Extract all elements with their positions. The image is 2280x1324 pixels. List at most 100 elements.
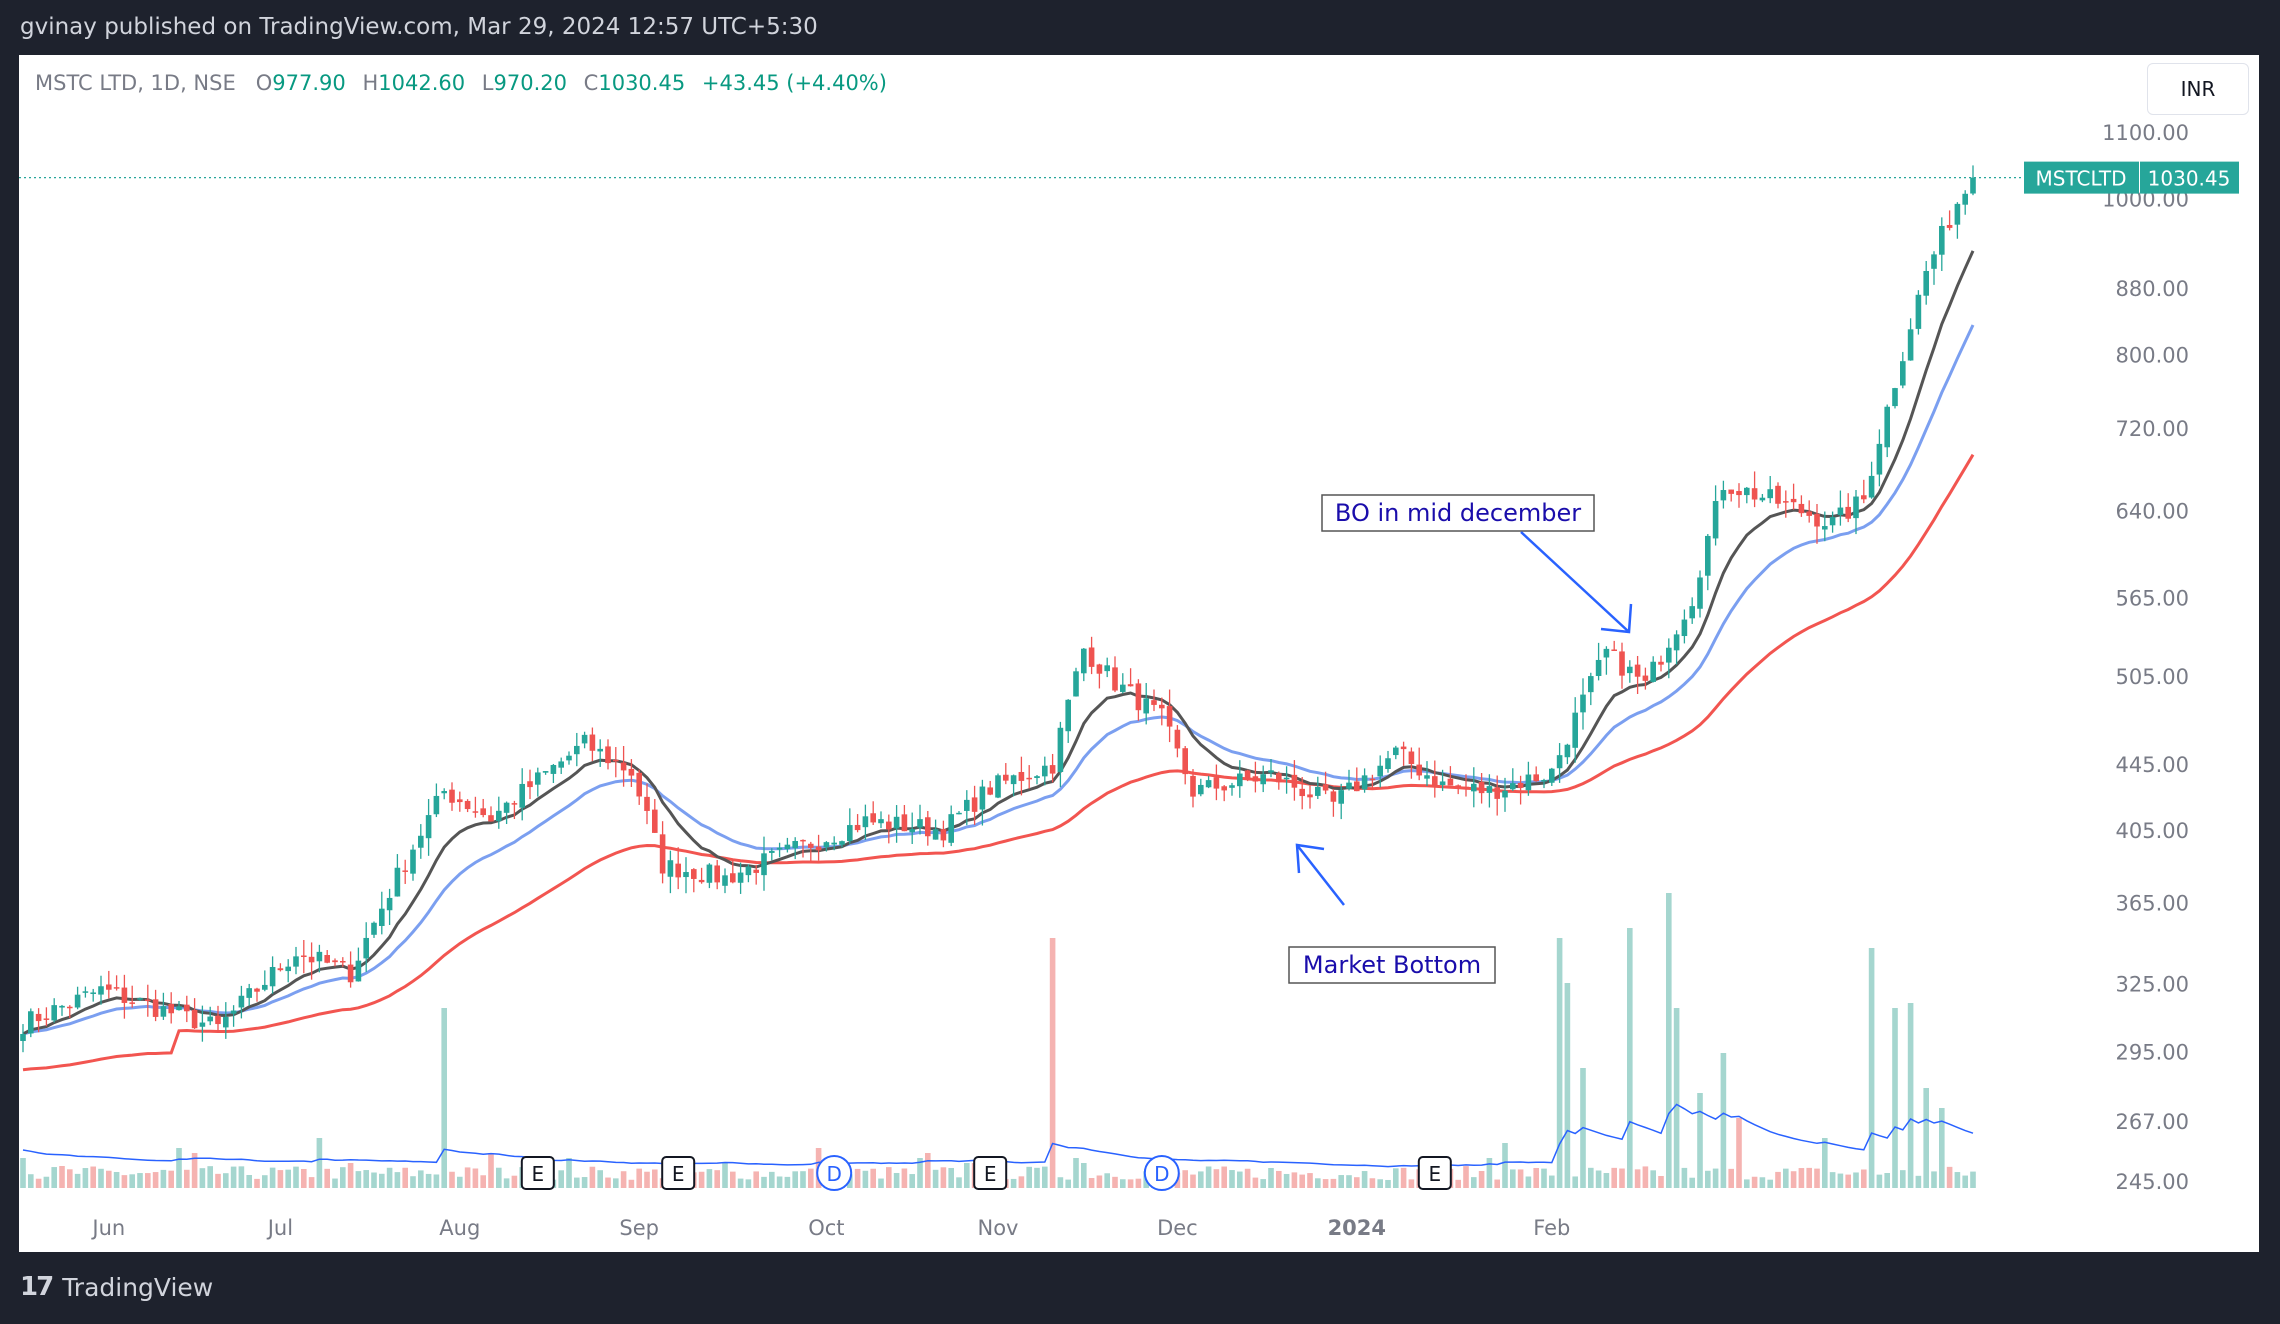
candle-body [160, 1006, 167, 1017]
candle-body [1759, 497, 1766, 501]
volume-bar [862, 1170, 869, 1188]
candle-body [1237, 773, 1243, 787]
candle-body [277, 968, 284, 971]
candle-body [839, 841, 845, 845]
volume-bar [1408, 1179, 1415, 1188]
candle-body [1205, 780, 1212, 788]
volume-bar [176, 1148, 182, 1188]
moving-average-mid-line [22, 324, 1975, 1036]
volume-bar [1962, 1175, 1968, 1188]
volume-bar [379, 1173, 385, 1188]
candle-body [67, 1006, 73, 1009]
volume-bar [940, 1167, 947, 1188]
volume-bar [1276, 1170, 1282, 1188]
candle-body [176, 1006, 182, 1011]
volume-bar [316, 1138, 323, 1188]
price-axis-label-6: 565.00 [2116, 586, 2189, 610]
candle-body [1549, 768, 1555, 783]
volume-bar [1603, 1173, 1610, 1188]
volume-bar [1315, 1178, 1321, 1188]
candle-body [35, 1013, 42, 1022]
candle-body [1120, 684, 1126, 692]
candle-body [1354, 781, 1360, 792]
candle-body [964, 799, 970, 811]
volume-bar [1705, 1170, 1711, 1188]
event-marker-label: E [984, 1162, 997, 1186]
volume-bar [1829, 1172, 1836, 1188]
candle-body [730, 873, 736, 883]
candle-body [683, 872, 689, 878]
volume-bar [1010, 1178, 1017, 1188]
candle-body [425, 815, 432, 839]
price-axis-label-0: 1100.00 [2102, 121, 2189, 145]
candle-body [1822, 526, 1828, 530]
volume-bar [371, 1172, 377, 1188]
candle-body [862, 816, 869, 828]
price-axis-label-14: 245.00 [2116, 1170, 2189, 1194]
candle-body [574, 745, 580, 755]
volume-bar [184, 1169, 190, 1188]
candle-body [1416, 764, 1422, 776]
candle-body [1283, 777, 1290, 780]
volume-bar [808, 1168, 814, 1188]
volume-bar [706, 1169, 713, 1188]
candle-body [1736, 491, 1742, 496]
volume-bar [1463, 1166, 1469, 1188]
volume-bar [425, 1173, 432, 1188]
tradingview-logo-icon: 17 [20, 1272, 54, 1302]
footer-brand: TradingView [62, 1272, 214, 1302]
currency-button[interactable]: INR [2147, 63, 2249, 115]
candle-body [698, 879, 705, 883]
candle-body [1190, 775, 1196, 797]
chart-panel[interactable]: 1100.00 1000.00 880.00 800.00 720.00 640.00 56… [19, 55, 2259, 1252]
candle-body [1369, 778, 1376, 781]
candle-body [1034, 776, 1040, 779]
volume-bar [886, 1167, 892, 1188]
volume-bar [324, 1168, 330, 1188]
candle-body [714, 865, 720, 883]
volume-bar [1221, 1166, 1227, 1188]
volume-bar [753, 1171, 759, 1188]
candle-body [464, 800, 471, 810]
volume-bar [628, 1179, 635, 1188]
candle-body [901, 814, 908, 832]
candle-body [1829, 517, 1836, 526]
volume-bar [784, 1176, 791, 1188]
earnings-marker-icon [1417, 1156, 1452, 1190]
volume-bar [761, 1176, 767, 1188]
volume-bar [893, 1172, 900, 1188]
candle-body [1642, 675, 1649, 681]
candle-body [1634, 664, 1641, 677]
event-marker-label: D [826, 1162, 841, 1186]
candle-body [1112, 667, 1118, 691]
candle-body [722, 875, 728, 886]
candle-body [566, 755, 572, 761]
candle-body [347, 964, 354, 983]
candle-body [1400, 746, 1407, 750]
candle-body [613, 759, 619, 762]
candle-body [1229, 785, 1235, 788]
candle-body [1244, 770, 1251, 779]
earnings-marker-icon [973, 1156, 1008, 1190]
volume-bar [1190, 1174, 1196, 1188]
volume-bar [301, 1168, 307, 1188]
volume-bar [1104, 1173, 1110, 1188]
candle-body [1104, 665, 1110, 672]
volume-bar [613, 1178, 619, 1188]
time-axis-label-1: Jul [266, 1216, 293, 1240]
volume-bar [1751, 1176, 1758, 1188]
candle-body [511, 803, 518, 805]
volume-bar [636, 1168, 642, 1188]
candle-body [1361, 775, 1368, 790]
volume-bar [1268, 1168, 1274, 1188]
candle-body [121, 987, 128, 1003]
candle-body [246, 988, 252, 998]
candle-body [418, 835, 424, 848]
candle-body [1580, 694, 1586, 713]
volume-bar [215, 1173, 221, 1188]
volume-bar [1884, 1173, 1890, 1188]
volume-bar [1088, 1178, 1095, 1188]
legend-symbol: MSTC LTD, 1D, NSE [35, 71, 236, 95]
volume-bar [98, 1168, 104, 1188]
price-chart[interactable]: 1100.001000.00880.00800.00720.00640.0056… [19, 55, 2259, 1252]
